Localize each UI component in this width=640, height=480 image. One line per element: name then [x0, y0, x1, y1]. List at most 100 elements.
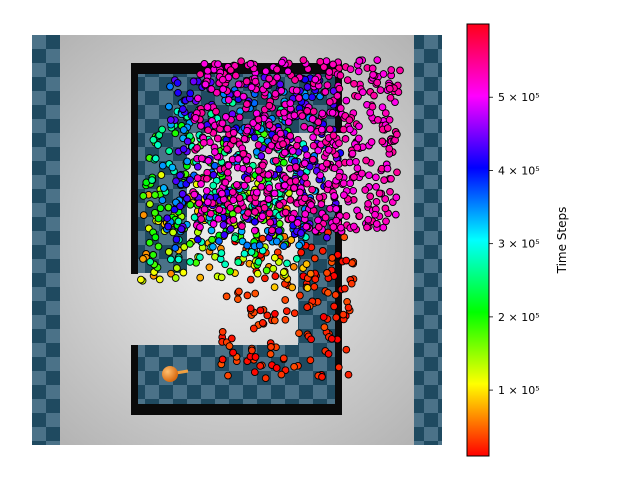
- scatter-point: [204, 156, 213, 165]
- scatter-point: [196, 223, 204, 231]
- scatter-point: [350, 173, 358, 181]
- scatter-point: [314, 118, 323, 126]
- scatter-point: [375, 189, 384, 198]
- scatter-point: [154, 141, 162, 149]
- scatter-point: [186, 240, 194, 248]
- scatter-point: [290, 362, 298, 371]
- scatter-point: [234, 155, 243, 163]
- scatter-point: [332, 313, 341, 322]
- scatter-point: [222, 112, 230, 121]
- scatter-point: [311, 275, 320, 284]
- scatter-point: [371, 210, 379, 219]
- scatter-point: [176, 202, 184, 211]
- scatter-point: [263, 311, 272, 320]
- scatter-point: [158, 125, 166, 134]
- scatter-point: [246, 275, 255, 284]
- scatter-point: [340, 284, 349, 293]
- scatter-point: [225, 342, 234, 350]
- scatter-point: [334, 363, 343, 372]
- scatter-point: [329, 60, 337, 69]
- scatter-point: [329, 223, 338, 231]
- scatter-point: [239, 92, 248, 101]
- scatter-point: [391, 98, 399, 107]
- scatter-point: [243, 241, 252, 250]
- scatter-point: [233, 89, 242, 98]
- scatter-point: [382, 217, 390, 226]
- scatter-point: [212, 88, 221, 97]
- scatter-point: [336, 104, 345, 113]
- scatter-point: [386, 187, 394, 196]
- scatter-point: [350, 222, 358, 231]
- scatter-point: [291, 177, 300, 185]
- scatter-point: [381, 195, 390, 203]
- scatter-point: [337, 223, 345, 232]
- scatter-point: [183, 157, 192, 166]
- scatter-point: [203, 66, 212, 75]
- scatter-point: [203, 198, 212, 207]
- scatter-point: [258, 234, 267, 243]
- scatter-point: [254, 257, 263, 266]
- scatter-point: [164, 222, 173, 231]
- orange-ball-agent-icon: [162, 366, 189, 382]
- scatter-point: [286, 196, 295, 204]
- scatter-point: [193, 144, 201, 152]
- scatter-point: [170, 205, 179, 214]
- scatter-point: [354, 134, 363, 143]
- scatter-point: [346, 179, 355, 188]
- scatter-point: [271, 272, 280, 280]
- scatter-point: [292, 141, 301, 150]
- scatter-point: [296, 188, 304, 197]
- scatter-point: [262, 81, 271, 90]
- scatter-point: [260, 203, 269, 212]
- scatter-point: [258, 212, 267, 221]
- scatter-point: [366, 192, 375, 201]
- scatter-point: [316, 57, 325, 66]
- scatter-point: [373, 78, 382, 87]
- scatter-point: [368, 102, 377, 111]
- scatter-point: [253, 269, 262, 278]
- scatter-point: [224, 161, 233, 170]
- scatter-point: [246, 304, 255, 313]
- scatter-point: [326, 125, 334, 134]
- scatter-point: [372, 220, 381, 228]
- scatter-point: [165, 248, 173, 256]
- scatter-point: [227, 334, 236, 343]
- scatter-point: [266, 350, 275, 358]
- scatter-point: [179, 126, 188, 134]
- scatter-point: [226, 225, 235, 233]
- scatter-point: [193, 235, 202, 244]
- scatter-point: [271, 89, 280, 98]
- scatter-point: [242, 156, 251, 164]
- scatter-point: [324, 180, 333, 188]
- scatter-point: [293, 219, 302, 227]
- scatter-point: [243, 126, 251, 135]
- scatter-point: [257, 182, 266, 191]
- scatter-point: [288, 214, 296, 223]
- scatter-point: [234, 295, 242, 304]
- scatter-point: [363, 223, 371, 232]
- scatter-point: [223, 145, 231, 153]
- scatter-point: [202, 186, 211, 195]
- scatter-point: [171, 274, 180, 282]
- scatter-point: [307, 335, 315, 344]
- scatter-point: [330, 192, 339, 200]
- scatter-point: [183, 137, 192, 146]
- scatter-point: [145, 238, 154, 247]
- scatter-point: [281, 208, 290, 217]
- scatter-point: [296, 169, 305, 178]
- scatter-point: [251, 208, 259, 216]
- scatter-point: [193, 162, 202, 171]
- scatter-point: [297, 229, 305, 237]
- scatter-point: [318, 247, 327, 255]
- scatter-point: [177, 225, 186, 233]
- scatter-point: [196, 273, 205, 282]
- scatter-point: [265, 101, 274, 110]
- scatter-point: [324, 145, 333, 154]
- scatter-point: [385, 115, 394, 124]
- scatter-point: [335, 172, 343, 181]
- colorbar-label: Time Steps: [555, 207, 569, 275]
- scatter-point: [314, 223, 323, 231]
- scatter-point: [383, 164, 392, 173]
- scatter-point: [193, 174, 202, 182]
- scatter-point: [251, 289, 260, 298]
